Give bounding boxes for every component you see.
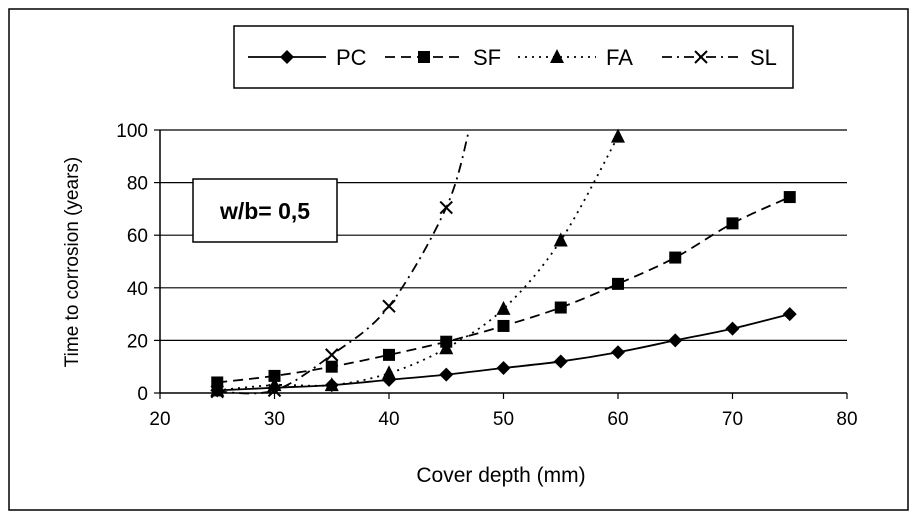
data-point-pc [668,333,683,348]
x-tick-label: 40 [378,409,399,430]
data-point-sf [554,301,567,314]
x-tick-label: 30 [264,409,285,430]
data-point-sf [726,217,739,230]
y-tick-label: 60 [127,226,148,247]
y-tick-label: 100 [116,121,148,142]
legend-label-sf: SF [473,45,501,70]
annotation: w/b= 0,5 [192,178,338,243]
x-tick-label: 60 [607,409,628,430]
data-point-fa [439,340,454,355]
data-point-sl [325,348,339,362]
data-point-fa [324,377,339,392]
chart-border [8,8,909,511]
x-tick-label: 80 [836,409,857,430]
data-point-sl [210,384,224,399]
data-point-sl-stroke-b [267,383,282,398]
data-point-fa [553,232,568,247]
data-point-sf [497,319,510,332]
data-point-sl-stroke-b [382,299,396,313]
data-point-sl-stroke-b [210,384,224,399]
legend-label-sl: SL [750,45,777,70]
legend-marker-pc [280,50,294,64]
data-point-pc [725,321,740,336]
data-point-sl [267,383,282,398]
data-point-sl [382,299,396,313]
annotation-text: w/b= 0,5 [219,198,310,224]
data-point-sl [439,200,453,215]
x-tick-label: 20 [149,409,170,430]
y-tick-label: 80 [127,174,148,195]
legend-marker-sl-stroke-b [694,50,708,64]
data-point-sf [669,251,682,264]
data-point-pc [496,361,511,376]
x-axis-label: Cover depth (mm) [416,464,585,487]
y-tick-label: 0 [137,384,148,405]
data-point-pc [782,307,797,322]
x-tick-label: 70 [722,409,743,430]
legend-marker-sl [694,50,708,64]
x-tick-label: 50 [493,409,514,430]
legend-label-fa: FA [606,45,633,70]
series-line-sl [217,129,471,395]
data-point-sf [268,369,281,382]
data-point-fa [496,300,511,315]
data-point-sf [325,360,338,373]
data-point-pc [611,345,625,360]
legend: PC SF FA SL [233,25,794,89]
legend-marker-sf [418,51,430,63]
data-point-fa [611,128,625,143]
data-point-sl-stroke-b [325,348,339,362]
data-point-pc [439,367,454,382]
data-point-fa [382,365,396,380]
y-tick-label: 40 [127,279,148,300]
y-tick-label: 20 [127,331,148,352]
data-point-sf [383,348,395,361]
data-point-sl-stroke-b [439,200,453,215]
legend-marker-fa [550,49,564,63]
annotation-box [192,178,338,243]
data-point-sf [612,277,624,290]
legend-label-pc: PC [336,45,367,70]
data-point-fa [210,382,225,397]
data-point-sf [783,191,796,204]
y-axis-label: Time to corrosion (years) [62,157,83,367]
data-point-pc [553,354,568,369]
